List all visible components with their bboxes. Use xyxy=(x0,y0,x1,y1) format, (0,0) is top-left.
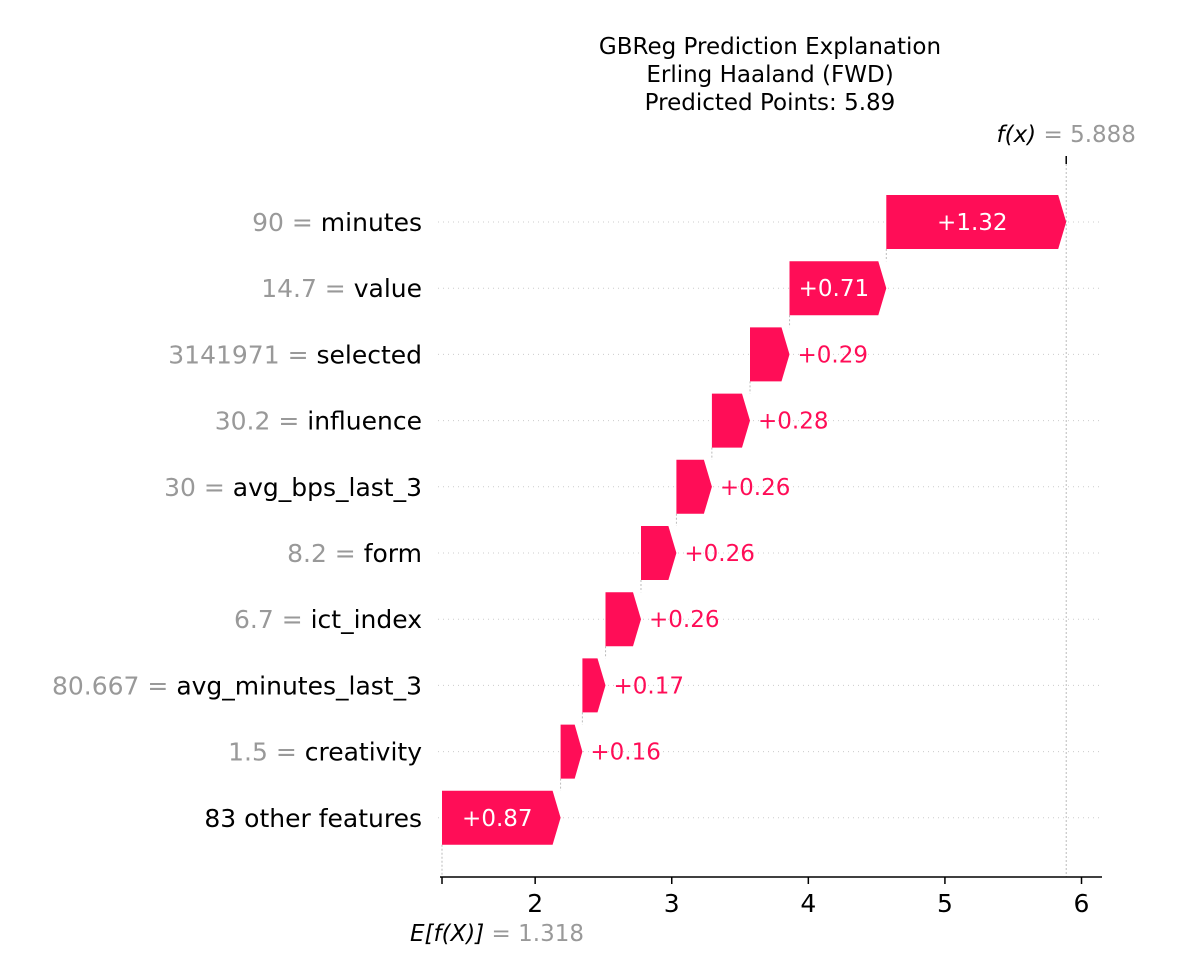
feature-name: creativity xyxy=(305,738,422,767)
bar-value xyxy=(789,261,887,316)
x-axis: 2 3 4 5 6 xyxy=(440,876,1102,918)
feature-value: 8.2 xyxy=(287,539,327,568)
bar-avg_bps_last_3 xyxy=(676,459,712,514)
feature-name: influence xyxy=(307,407,422,436)
bar-ict_index xyxy=(605,592,641,647)
feature-name: selected xyxy=(316,340,422,369)
bar-creativity xyxy=(560,724,583,779)
base-label: E[f(X)] = 1.318 xyxy=(410,921,584,947)
base-label-prefix: E[f(X)] xyxy=(410,921,484,947)
equals-sign: = xyxy=(274,605,311,634)
title-line-1: GBReg Prediction Explanation xyxy=(599,34,941,60)
feature-value: 80.667 xyxy=(52,671,139,700)
bar-form xyxy=(641,526,677,580)
feature-label: 6.7 = ict_index xyxy=(234,605,422,634)
feature-value: 1.5 xyxy=(228,738,268,767)
bar-value-label: +0.26 xyxy=(684,541,754,567)
feature-label: 3141971 = selected xyxy=(168,340,422,369)
feature-label: 80.667 = avg_minutes_last_3 xyxy=(52,671,422,700)
bar-value-label: +0.26 xyxy=(649,607,719,633)
feature-name: avg_minutes_last_3 xyxy=(176,671,422,700)
feature-name: ict_index xyxy=(311,605,422,634)
bar-value-label: +0.29 xyxy=(798,342,868,368)
output-value: 5.888 xyxy=(1070,122,1136,148)
x-tick-label: 4 xyxy=(800,889,816,918)
equals-sign: = xyxy=(317,274,354,303)
bar-value-label: +1.32 xyxy=(937,210,1007,236)
feature-value: 30 xyxy=(164,473,196,502)
feature-value: 3141971 xyxy=(168,340,279,369)
x-tick-label: 5 xyxy=(937,889,953,918)
x-tick-label: 6 xyxy=(1074,889,1090,918)
feature-value: 30.2 xyxy=(215,407,271,436)
feature-value: 14.7 xyxy=(261,274,317,303)
equals-sign: = xyxy=(280,340,317,369)
base-value: 1.318 xyxy=(518,921,584,947)
title-line-2: Erling Haaland (FWD) xyxy=(646,62,893,88)
bar-value-label: +0.28 xyxy=(758,409,828,435)
equals-sign: = xyxy=(484,921,518,947)
equals-sign: = xyxy=(196,473,233,502)
equals-sign: = xyxy=(139,671,176,700)
bar-83-other-features xyxy=(442,790,561,845)
feature-label: 1.5 = creativity xyxy=(228,738,422,767)
feature-value: 6.7 xyxy=(234,605,274,634)
output-label: f(x) = 5.888 xyxy=(997,122,1136,148)
equals-sign: = xyxy=(1036,122,1070,148)
feature-label: 83 other features xyxy=(204,804,422,833)
feature-label: 90 = minutes xyxy=(252,208,422,237)
output-value-annotation: f(x) = 5.888 xyxy=(997,122,1136,164)
x-tick-label: 3 xyxy=(664,889,680,918)
bar-value-label: +0.17 xyxy=(614,673,684,699)
equals-sign: = xyxy=(270,407,307,436)
contribution-bars: +1.32 +0.71 +0.29 +0.28 +0.26 +0.26 +0.26 +0.17… xyxy=(442,195,1067,845)
bar-value-label: +0.26 xyxy=(720,475,790,501)
base-value-annotation: E[f(X)] = 1.318 xyxy=(410,921,584,947)
x-tick-label: 2 xyxy=(527,889,543,918)
bar-value-label: +0.87 xyxy=(462,806,532,832)
bar-avg_minutes_last_3 xyxy=(582,658,606,713)
feature-name: value xyxy=(354,274,422,303)
bar-influence xyxy=(711,393,750,448)
feature-label: 30 = avg_bps_last_3 xyxy=(164,473,422,502)
bar-selected xyxy=(750,327,790,382)
output-label-prefix: f(x) xyxy=(997,122,1037,148)
feature-label: 30.2 = influence xyxy=(215,407,422,436)
connector-lines xyxy=(441,156,1067,877)
feature-labels: 90 = minutes 14.7 = value 3141971 = select… xyxy=(52,208,422,833)
feature-name: 83 other features xyxy=(204,804,422,833)
equals-sign: = xyxy=(268,738,305,767)
feature-name: avg_bps_last_3 xyxy=(233,473,422,502)
row-gridlines xyxy=(438,221,1102,819)
equals-sign: = xyxy=(327,539,364,568)
bar-minutes xyxy=(886,195,1067,249)
feature-label: 8.2 = form xyxy=(287,539,422,568)
feature-name: form xyxy=(364,539,422,568)
bar-value-label: +0.16 xyxy=(590,740,660,766)
bar-value-label: +0.71 xyxy=(799,276,869,302)
feature-label: 14.7 = value xyxy=(261,274,422,303)
feature-value: 90 xyxy=(252,208,284,237)
feature-name: minutes xyxy=(321,208,422,237)
title-line-3: Predicted Points: 5.89 xyxy=(645,90,896,116)
equals-sign: = xyxy=(284,208,321,237)
